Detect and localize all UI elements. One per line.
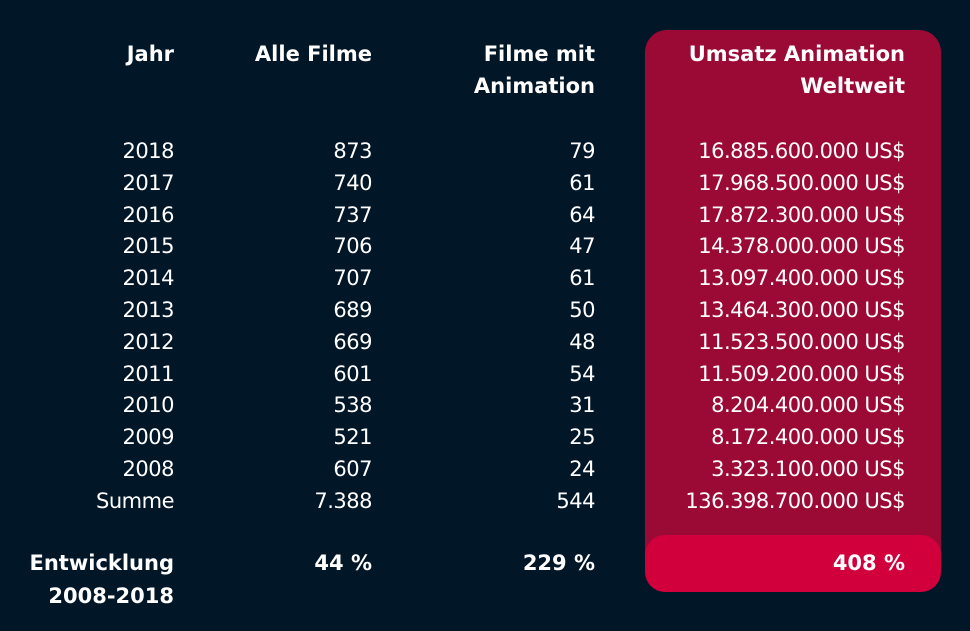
header-animation-films-line2: Animation bbox=[473, 74, 595, 98]
year-cell: Summe bbox=[96, 488, 174, 513]
all-films-cell: 7.388 bbox=[314, 488, 372, 513]
all-films-cell: 737 bbox=[333, 202, 372, 227]
animation-films-cell: 47 bbox=[569, 234, 595, 259]
animation-films-cell: 25 bbox=[569, 425, 595, 450]
development-revenue: 408 % bbox=[832, 551, 905, 575]
year-cell: 2017 bbox=[122, 170, 175, 195]
revenue-cell: 13.097.400.000 US$ bbox=[698, 266, 905, 291]
header-revenue-line2: Weltweit bbox=[800, 74, 905, 98]
animation-films-cell: 79 bbox=[569, 139, 595, 163]
all-films-cell: 707 bbox=[333, 266, 372, 291]
all-films-cell: 669 bbox=[333, 329, 372, 354]
revenue-column-panel bbox=[645, 30, 941, 585]
all-films-cell: 538 bbox=[333, 393, 372, 418]
revenue-cell: 17.968.500.000 US$ bbox=[698, 170, 905, 195]
year-cell: 2009 bbox=[122, 425, 175, 450]
year-cell: 2015 bbox=[122, 234, 175, 259]
development-all-films: 44 % bbox=[314, 551, 372, 575]
year-cell: 2008 bbox=[122, 457, 175, 481]
development-label-line2: 2008-2018 bbox=[48, 584, 174, 608]
revenue-cell: 17.872.300.000 US$ bbox=[698, 202, 905, 227]
all-films-cell: 706 bbox=[333, 234, 372, 259]
year-cell: 2018 bbox=[122, 139, 175, 163]
revenue-cell: 14.378.000.000 US$ bbox=[698, 234, 905, 259]
revenue-development-highlight bbox=[645, 535, 941, 592]
revenue-cell: 8.172.400.000 US$ bbox=[711, 425, 905, 450]
all-films-cell: 873 bbox=[333, 139, 372, 163]
animation-films-cell: 61 bbox=[569, 266, 595, 291]
header-year: Jahr bbox=[126, 42, 174, 66]
animation-films-cell: 54 bbox=[569, 361, 595, 386]
animation-films-cell: 61 bbox=[569, 170, 595, 195]
all-films-cell: 689 bbox=[333, 298, 372, 322]
animation-films-cell: 48 bbox=[569, 329, 595, 354]
revenue-cell: 11.509.200.000 US$ bbox=[698, 361, 905, 386]
header-revenue-line1: Umsatz Animation bbox=[688, 42, 905, 66]
development-label-line1: Entwicklung bbox=[29, 551, 174, 575]
revenue-cell: 11.523.500.000 US$ bbox=[698, 329, 905, 354]
year-cell: 2011 bbox=[122, 361, 175, 386]
animation-films-cell: 50 bbox=[569, 298, 595, 322]
all-films-cell: 521 bbox=[333, 425, 372, 450]
all-films-cell: 740 bbox=[333, 170, 372, 195]
all-films-cell: 601 bbox=[333, 361, 372, 386]
animation-films-cell: 64 bbox=[569, 202, 595, 227]
revenue-cell: 16.885.600.000 US$ bbox=[698, 139, 905, 163]
year-cell: 2013 bbox=[122, 298, 175, 322]
all-films-cell: 607 bbox=[333, 457, 372, 481]
header-all-films: Alle Filme bbox=[254, 42, 372, 66]
revenue-cell: 13.464.300.000 US$ bbox=[698, 298, 905, 322]
revenue-cell: 8.204.400.000 US$ bbox=[711, 393, 905, 418]
year-cell: 2016 bbox=[122, 202, 175, 227]
year-cell: 2014 bbox=[122, 266, 175, 291]
animation-films-cell: 24 bbox=[569, 457, 595, 481]
revenue-cell: 3.323.100.000 US$ bbox=[711, 457, 905, 481]
development-animation-films: 229 % bbox=[522, 551, 595, 575]
header-animation-films-line1: Filme mit bbox=[483, 42, 595, 66]
animation-films-cell: 31 bbox=[569, 393, 595, 418]
year-cell: 2010 bbox=[122, 393, 175, 418]
year-cell: 2012 bbox=[122, 329, 175, 354]
animation-films-cell: 544 bbox=[556, 488, 595, 513]
revenue-cell: 136.398.700.000 US$ bbox=[685, 488, 905, 513]
